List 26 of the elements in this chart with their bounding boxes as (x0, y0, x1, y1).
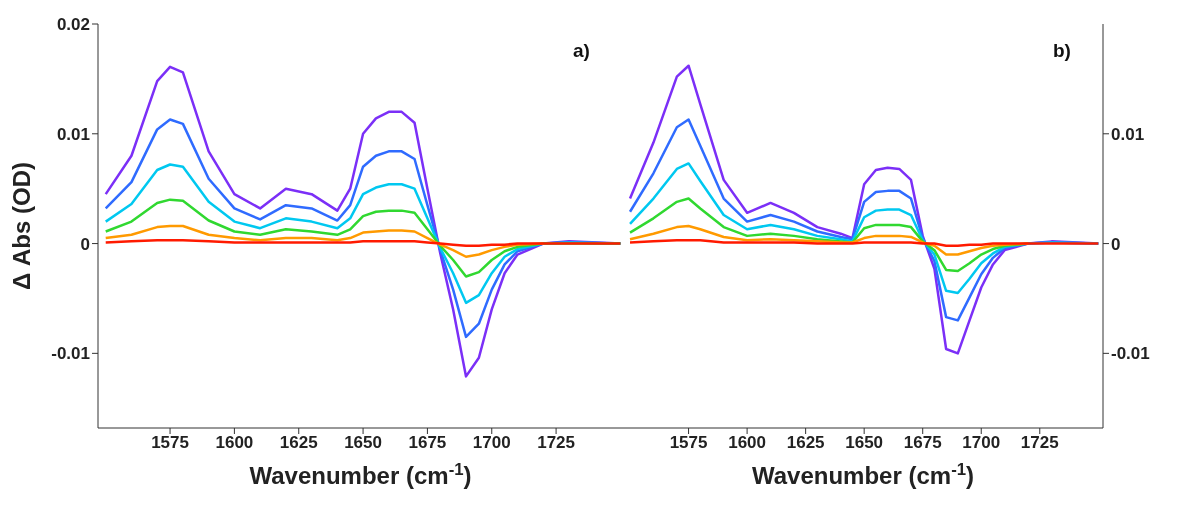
x-axis-title: Wavenumber (cm$^{-1}$) (249, 459, 472, 489)
x-tick-label: 1600 (215, 433, 254, 453)
y-tick-label: 0 (80, 234, 90, 254)
x-tick-label: 1650 (344, 433, 382, 453)
y-tick-label: -0.01 (51, 344, 90, 364)
x-tick-label: 1675 (903, 433, 942, 453)
x-axis-title: Wavenumber (cm$^{-1}$) (751, 459, 975, 489)
x-tick-label: 1700 (962, 433, 1001, 453)
x-tick-label: 1725 (1020, 433, 1059, 453)
y-axis-title: Δ Abs (OD) (8, 162, 35, 290)
x-tick-label: 1575 (669, 433, 708, 453)
y-tick-label: 0.02 (56, 15, 90, 35)
x-tick-label: 1675 (408, 433, 447, 453)
x-tick-label: 1650 (845, 433, 884, 453)
annotation: b) (1053, 40, 1071, 62)
y-tick-label: 0.01 (1111, 124, 1145, 144)
x-tick-label: 1725 (537, 433, 575, 453)
x-tick-label: 1625 (279, 433, 318, 453)
y-tick-label: 0 (1111, 234, 1121, 254)
x-tick-label: 1700 (472, 433, 511, 453)
annotation: a) (573, 40, 590, 62)
x-tick-label: 1575 (151, 433, 189, 453)
x-tick-label: 1625 (786, 433, 825, 453)
x-tick-label: 1600 (728, 433, 767, 453)
y-tick-label: 0.01 (56, 124, 90, 144)
y-tick-label: -0.01 (1111, 344, 1150, 364)
